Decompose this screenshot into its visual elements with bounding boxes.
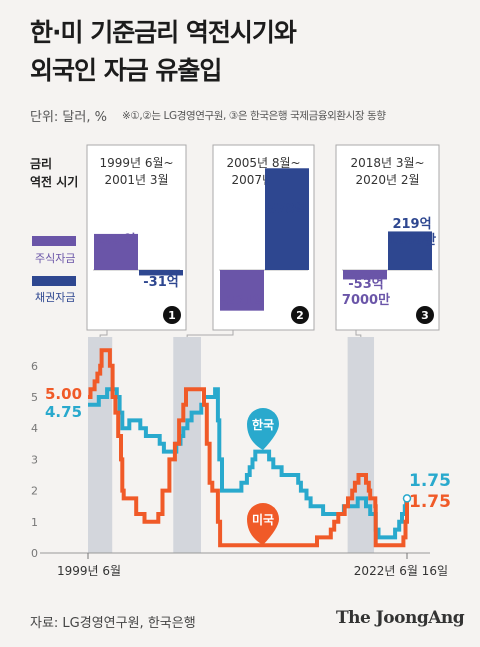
us-start-label: 5.00 xyxy=(45,385,82,403)
connector-3 xyxy=(355,330,362,337)
y-tick-label-5: 5 xyxy=(31,391,38,404)
stock-value-label-3-line1: -53억 xyxy=(348,277,383,292)
period-marker-1 xyxy=(163,306,181,324)
connector-2 xyxy=(186,330,234,337)
us-callout-bubble xyxy=(247,503,279,545)
bond-bar-3 xyxy=(388,231,432,270)
us-end-label: 1.75 xyxy=(409,492,451,512)
bond-value-label-3-line2: 1000만 xyxy=(388,232,436,248)
brand-logo: The JoongAng xyxy=(336,608,465,628)
y-tick-label-6: 6 xyxy=(31,360,38,373)
y-tick-label-1: 1 xyxy=(31,516,38,529)
period-marker-label-1: 1 xyxy=(168,309,176,322)
korea-end-dot xyxy=(402,494,412,503)
period-label-1-line2: 2001년 3월 xyxy=(104,173,168,187)
legend-bond-label: 채권자금 xyxy=(35,291,75,304)
stock-value-label-3-line2: 7000만 xyxy=(342,292,390,308)
period-marker-3 xyxy=(416,306,434,324)
korea-end-label: 1.75 xyxy=(409,471,451,491)
legend-stock-label: 주식자금 xyxy=(35,252,75,265)
x-label-end: 2022년 6월 16일 xyxy=(354,564,448,578)
period-label-1-line1: 1999년 6월~ xyxy=(99,156,173,170)
period-label-2-line1: 2005년 8월~ xyxy=(226,156,300,170)
legend-stock-swatch xyxy=(32,236,76,246)
legend-header-line1: 금리 xyxy=(30,156,52,171)
period-marker-label-2: 2 xyxy=(296,309,304,322)
bond-bar-2 xyxy=(265,168,309,270)
series-line-korea xyxy=(88,387,409,540)
y-tick-label-0: 0 xyxy=(31,547,38,560)
period-marker-2 xyxy=(291,306,309,324)
stock-value-label-1: 205억 xyxy=(96,233,135,248)
korea-callout-bubble xyxy=(247,408,279,450)
series-line-us xyxy=(88,348,409,548)
korea-start-label: 4.75 xyxy=(45,403,82,421)
title-line-2: 외국인 자금 유출입 xyxy=(30,56,222,85)
korea-callout-label: 한국 xyxy=(252,417,274,432)
shaded-period-3 xyxy=(347,337,375,553)
period-marker-label-3: 3 xyxy=(421,309,429,322)
y-tick-label-4: 4 xyxy=(31,422,38,435)
connector-1 xyxy=(99,330,108,337)
chart-title: 한·미 기준금리 역전시기와 외국인 자금 유출입 xyxy=(30,14,297,90)
bond-bar-1 xyxy=(139,270,183,276)
legend-bond-swatch xyxy=(32,276,76,286)
stock-bar-3 xyxy=(343,270,387,280)
bond-value-label-2: 578억 xyxy=(267,202,306,217)
period-label-3-line2: 2020년 2월 xyxy=(355,173,419,187)
x-label-start: 1999년 6월 xyxy=(57,564,121,578)
stock-bar-2 xyxy=(220,270,264,311)
stock-value-label-2: -231억 xyxy=(221,294,266,309)
period-label-3-line1: 2018년 3월~ xyxy=(350,156,424,170)
y-tick-label-3: 3 xyxy=(31,453,38,466)
bond-value-label-3-line1: 219억 xyxy=(392,217,431,232)
us-callout-label: 미국 xyxy=(252,512,274,527)
source-note: ※①,②는 LG경영연구원, ③은 한국은행 국제금융외환시장 동향 xyxy=(122,110,386,122)
stock-bar-1 xyxy=(94,233,138,270)
bond-value-label-1: -31억 xyxy=(143,275,178,290)
title-line-1: 한·미 기준금리 역전시기와 xyxy=(30,18,297,47)
legend-header-line2: 역전 시기 xyxy=(30,174,78,189)
source-label: 자료: LG경영연구원, 한국은행 xyxy=(30,616,196,631)
y-tick-label-2: 2 xyxy=(31,485,38,498)
unit-label: 단위: 달러, % xyxy=(30,110,107,125)
